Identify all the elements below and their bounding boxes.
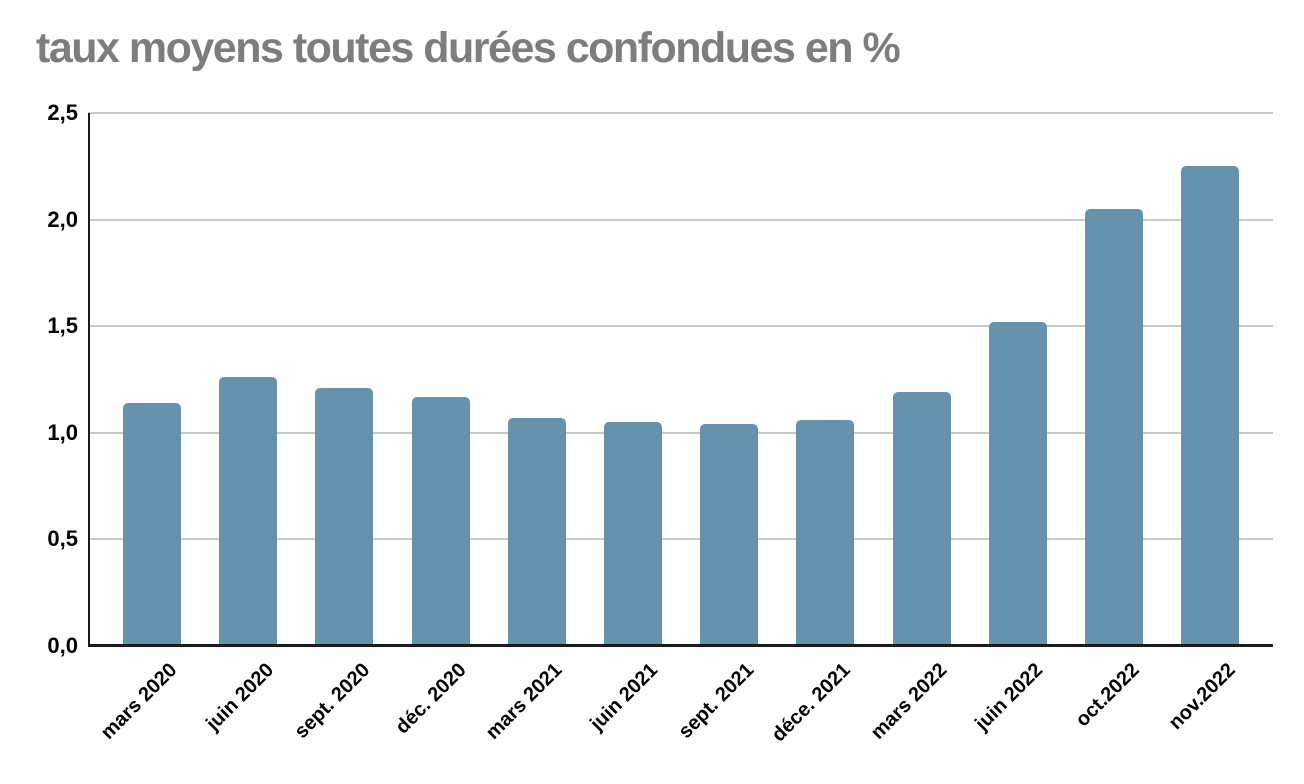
x-tick-label: sept. 2021 bbox=[674, 659, 759, 743]
bar-mars 2022 bbox=[892, 392, 951, 646]
y-tick-label: 2,5 bbox=[47, 100, 78, 125]
gridline-1,0 bbox=[88, 431, 1273, 434]
bar-déc. 2020 bbox=[411, 396, 470, 646]
bar-mars 2020 bbox=[123, 402, 181, 646]
bar-juin 2020 bbox=[219, 377, 278, 646]
x-tick-label: juin 2021 bbox=[586, 659, 663, 736]
x-tick-label: déce. 2021 bbox=[767, 659, 855, 747]
x-tick-label: nov.2022 bbox=[1164, 659, 1240, 735]
x-tick-label: déc. 2020 bbox=[390, 659, 471, 739]
x-tick-labels-container: mars 2020 juin 2020 sept. 2020 déc. 2020 mar… bbox=[88, 646, 1273, 784]
y-axis-line bbox=[88, 113, 90, 646]
x-tick-label: mars 2021 bbox=[481, 659, 567, 744]
bar-nov.2022 bbox=[1181, 166, 1240, 646]
gridline-1,5 bbox=[88, 325, 1273, 328]
bar-sept. 2021 bbox=[700, 424, 759, 646]
plot-area: 0,0 0,5 1,0 1,5 2,0 2,5 mars 2020 juin 2020 sep… bbox=[47, 102, 1273, 746]
x-tick-label: oct.2022 bbox=[1071, 659, 1144, 732]
gridline-0,5 bbox=[88, 538, 1273, 541]
bar-mars 2021 bbox=[507, 417, 566, 646]
y-tick-label: 1,5 bbox=[47, 313, 78, 339]
bar-juin 2022 bbox=[988, 321, 1047, 646]
y-tick-label: 2,0 bbox=[47, 206, 78, 232]
y-tick-label: 0,5 bbox=[47, 526, 78, 552]
bar-oct.2022 bbox=[1085, 208, 1143, 646]
bar-déce. 2021 bbox=[796, 420, 855, 646]
x-tick-label: juin 2020 bbox=[201, 659, 278, 736]
x-tick-label: juin 2022 bbox=[971, 659, 1048, 736]
x-tick-label: mars 2022 bbox=[866, 659, 952, 744]
bar-juin 2021 bbox=[604, 422, 662, 646]
x-axis-line bbox=[88, 644, 1273, 647]
chart-title: taux moyens toutes durées confondues en … bbox=[36, 24, 901, 72]
gridline-2,0 bbox=[88, 218, 1273, 221]
bar-sept. 2020 bbox=[315, 388, 374, 646]
x-tick-label: mars 2020 bbox=[96, 659, 182, 744]
y-tick-label: 0,0 bbox=[47, 633, 78, 658]
gridline-2,5 bbox=[88, 112, 1273, 114]
x-tick-label: sept. 2020 bbox=[290, 659, 374, 743]
y-tick-label: 1,0 bbox=[47, 419, 78, 445]
